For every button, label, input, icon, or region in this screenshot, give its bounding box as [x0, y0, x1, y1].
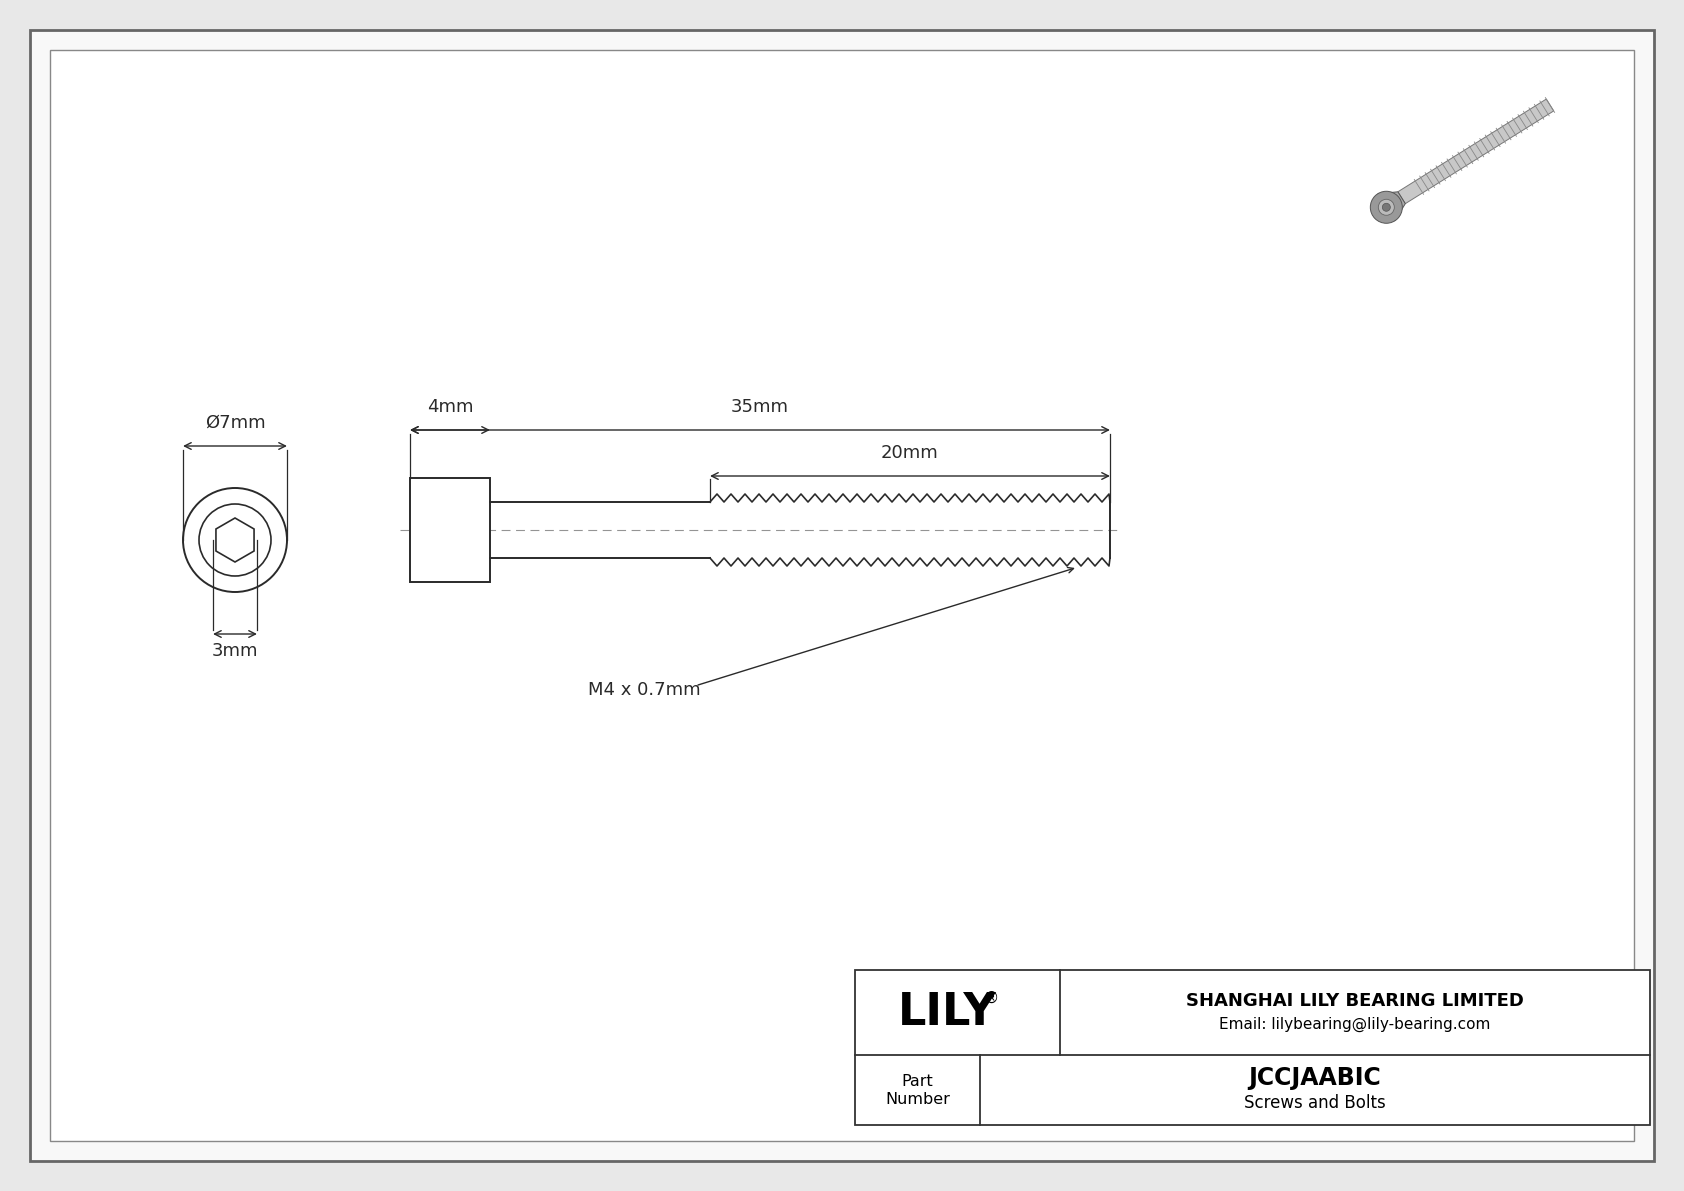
- Text: Ø7mm: Ø7mm: [205, 414, 266, 432]
- Circle shape: [1378, 199, 1394, 216]
- Text: JCCJAABIC: JCCJAABIC: [1248, 1066, 1381, 1090]
- Text: Screws and Bolts: Screws and Bolts: [1244, 1095, 1386, 1112]
- Text: 3mm: 3mm: [212, 642, 258, 660]
- Text: Number: Number: [886, 1091, 950, 1106]
- Text: 35mm: 35mm: [731, 398, 790, 416]
- Bar: [855, 969, 1650, 1125]
- Text: Part: Part: [901, 1073, 933, 1089]
- Circle shape: [1371, 192, 1403, 223]
- Polygon shape: [1398, 99, 1554, 204]
- Circle shape: [184, 488, 286, 592]
- Circle shape: [199, 504, 271, 576]
- Polygon shape: [216, 518, 254, 562]
- Circle shape: [1383, 204, 1391, 211]
- Text: 20mm: 20mm: [881, 444, 940, 462]
- Text: LILY: LILY: [898, 991, 997, 1034]
- Bar: [409, 478, 490, 582]
- Text: 4mm: 4mm: [426, 398, 473, 416]
- Text: M4 x 0.7mm: M4 x 0.7mm: [588, 681, 701, 699]
- Text: SHANGHAI LILY BEARING LIMITED: SHANGHAI LILY BEARING LIMITED: [1186, 991, 1524, 1010]
- Polygon shape: [1378, 192, 1406, 220]
- Text: Email: lilybearing@lily-bearing.com: Email: lilybearing@lily-bearing.com: [1219, 1017, 1490, 1033]
- Text: ®: ®: [983, 991, 999, 1006]
